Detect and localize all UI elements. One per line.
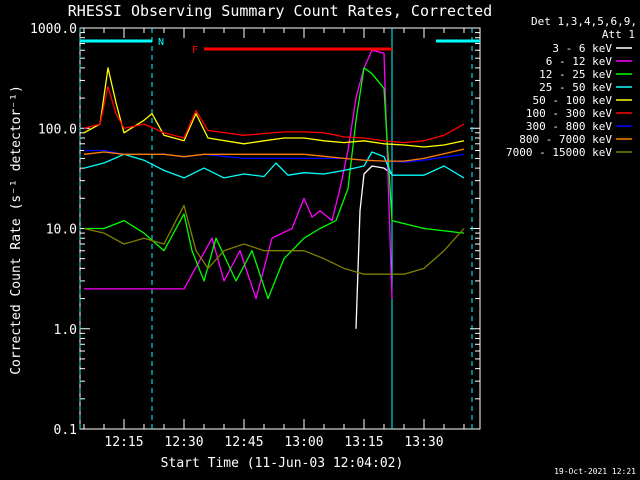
y-tick-label: 1.0 <box>54 323 77 338</box>
x-tick-label: 12:45 <box>224 435 263 450</box>
legend-entry-label: 12 - 25 keV <box>539 68 612 81</box>
x-axis-label: Start Time (11-Jun-03 12:04:02) <box>161 456 404 471</box>
series-line-25-50-kev <box>83 151 465 179</box>
plot-area: 0.1 1.0 10.0 100.0 1000.0 12:15 12:30 12:45 13:0… <box>30 22 481 450</box>
legend-entry-label: 50 - 100 keV <box>533 94 613 107</box>
y-axis-label: Corrected Count Rate (s⁻¹ detector⁻¹) <box>9 85 24 375</box>
legend-entry-label: 6 - 12 keV <box>546 55 613 68</box>
x-tick-label: 12:15 <box>104 435 143 450</box>
series-line-800-7000-kev <box>83 148 465 162</box>
legend-entry-label: 25 - 50 keV <box>539 81 612 94</box>
legend-entry-label: 3 - 6 keV <box>552 42 612 55</box>
legend-header-line-1: Det 1,3,4,5,6,9, <box>531 15 637 28</box>
series-line-12-25-kev <box>84 67 465 300</box>
legend-entry-label: 300 - 800 keV <box>526 120 612 133</box>
series-line-100-300-kev <box>83 85 465 144</box>
legend-entry-label: 800 - 7000 keV <box>519 133 612 146</box>
legend-header-line-2: Att 1 <box>602 28 635 41</box>
marker-label-n: N <box>158 37 164 48</box>
x-tick-label: 13:30 <box>404 435 443 450</box>
y-tick-label: 1000.0 <box>30 22 77 37</box>
marker-label-f: F <box>192 45 198 56</box>
chart-title: RHESSI Observing Summary Count Rates, Co… <box>68 2 492 20</box>
series-line-7000-15000-kev <box>83 204 465 275</box>
series-line-50-100-kev <box>83 67 465 148</box>
y-tick-label: 10.0 <box>46 223 77 238</box>
y-tick-label: 0.1 <box>54 423 77 438</box>
footer-date: 19-Oct-2021 12:21 <box>554 467 636 476</box>
x-tick-label: 13:15 <box>344 435 383 450</box>
x-tick-label: 13:00 <box>284 435 323 450</box>
y-tick-label: 100.0 <box>38 122 77 137</box>
series-line-6-12-kev <box>84 49 393 300</box>
legend-entry-label: 100 - 300 keV <box>526 107 612 120</box>
x-tick-label: 12:30 <box>164 435 203 450</box>
plot-frame <box>79 27 481 430</box>
legend-entry-label: 7000 - 15000 keV <box>506 146 612 159</box>
series-line-3-6-kev <box>355 165 393 329</box>
